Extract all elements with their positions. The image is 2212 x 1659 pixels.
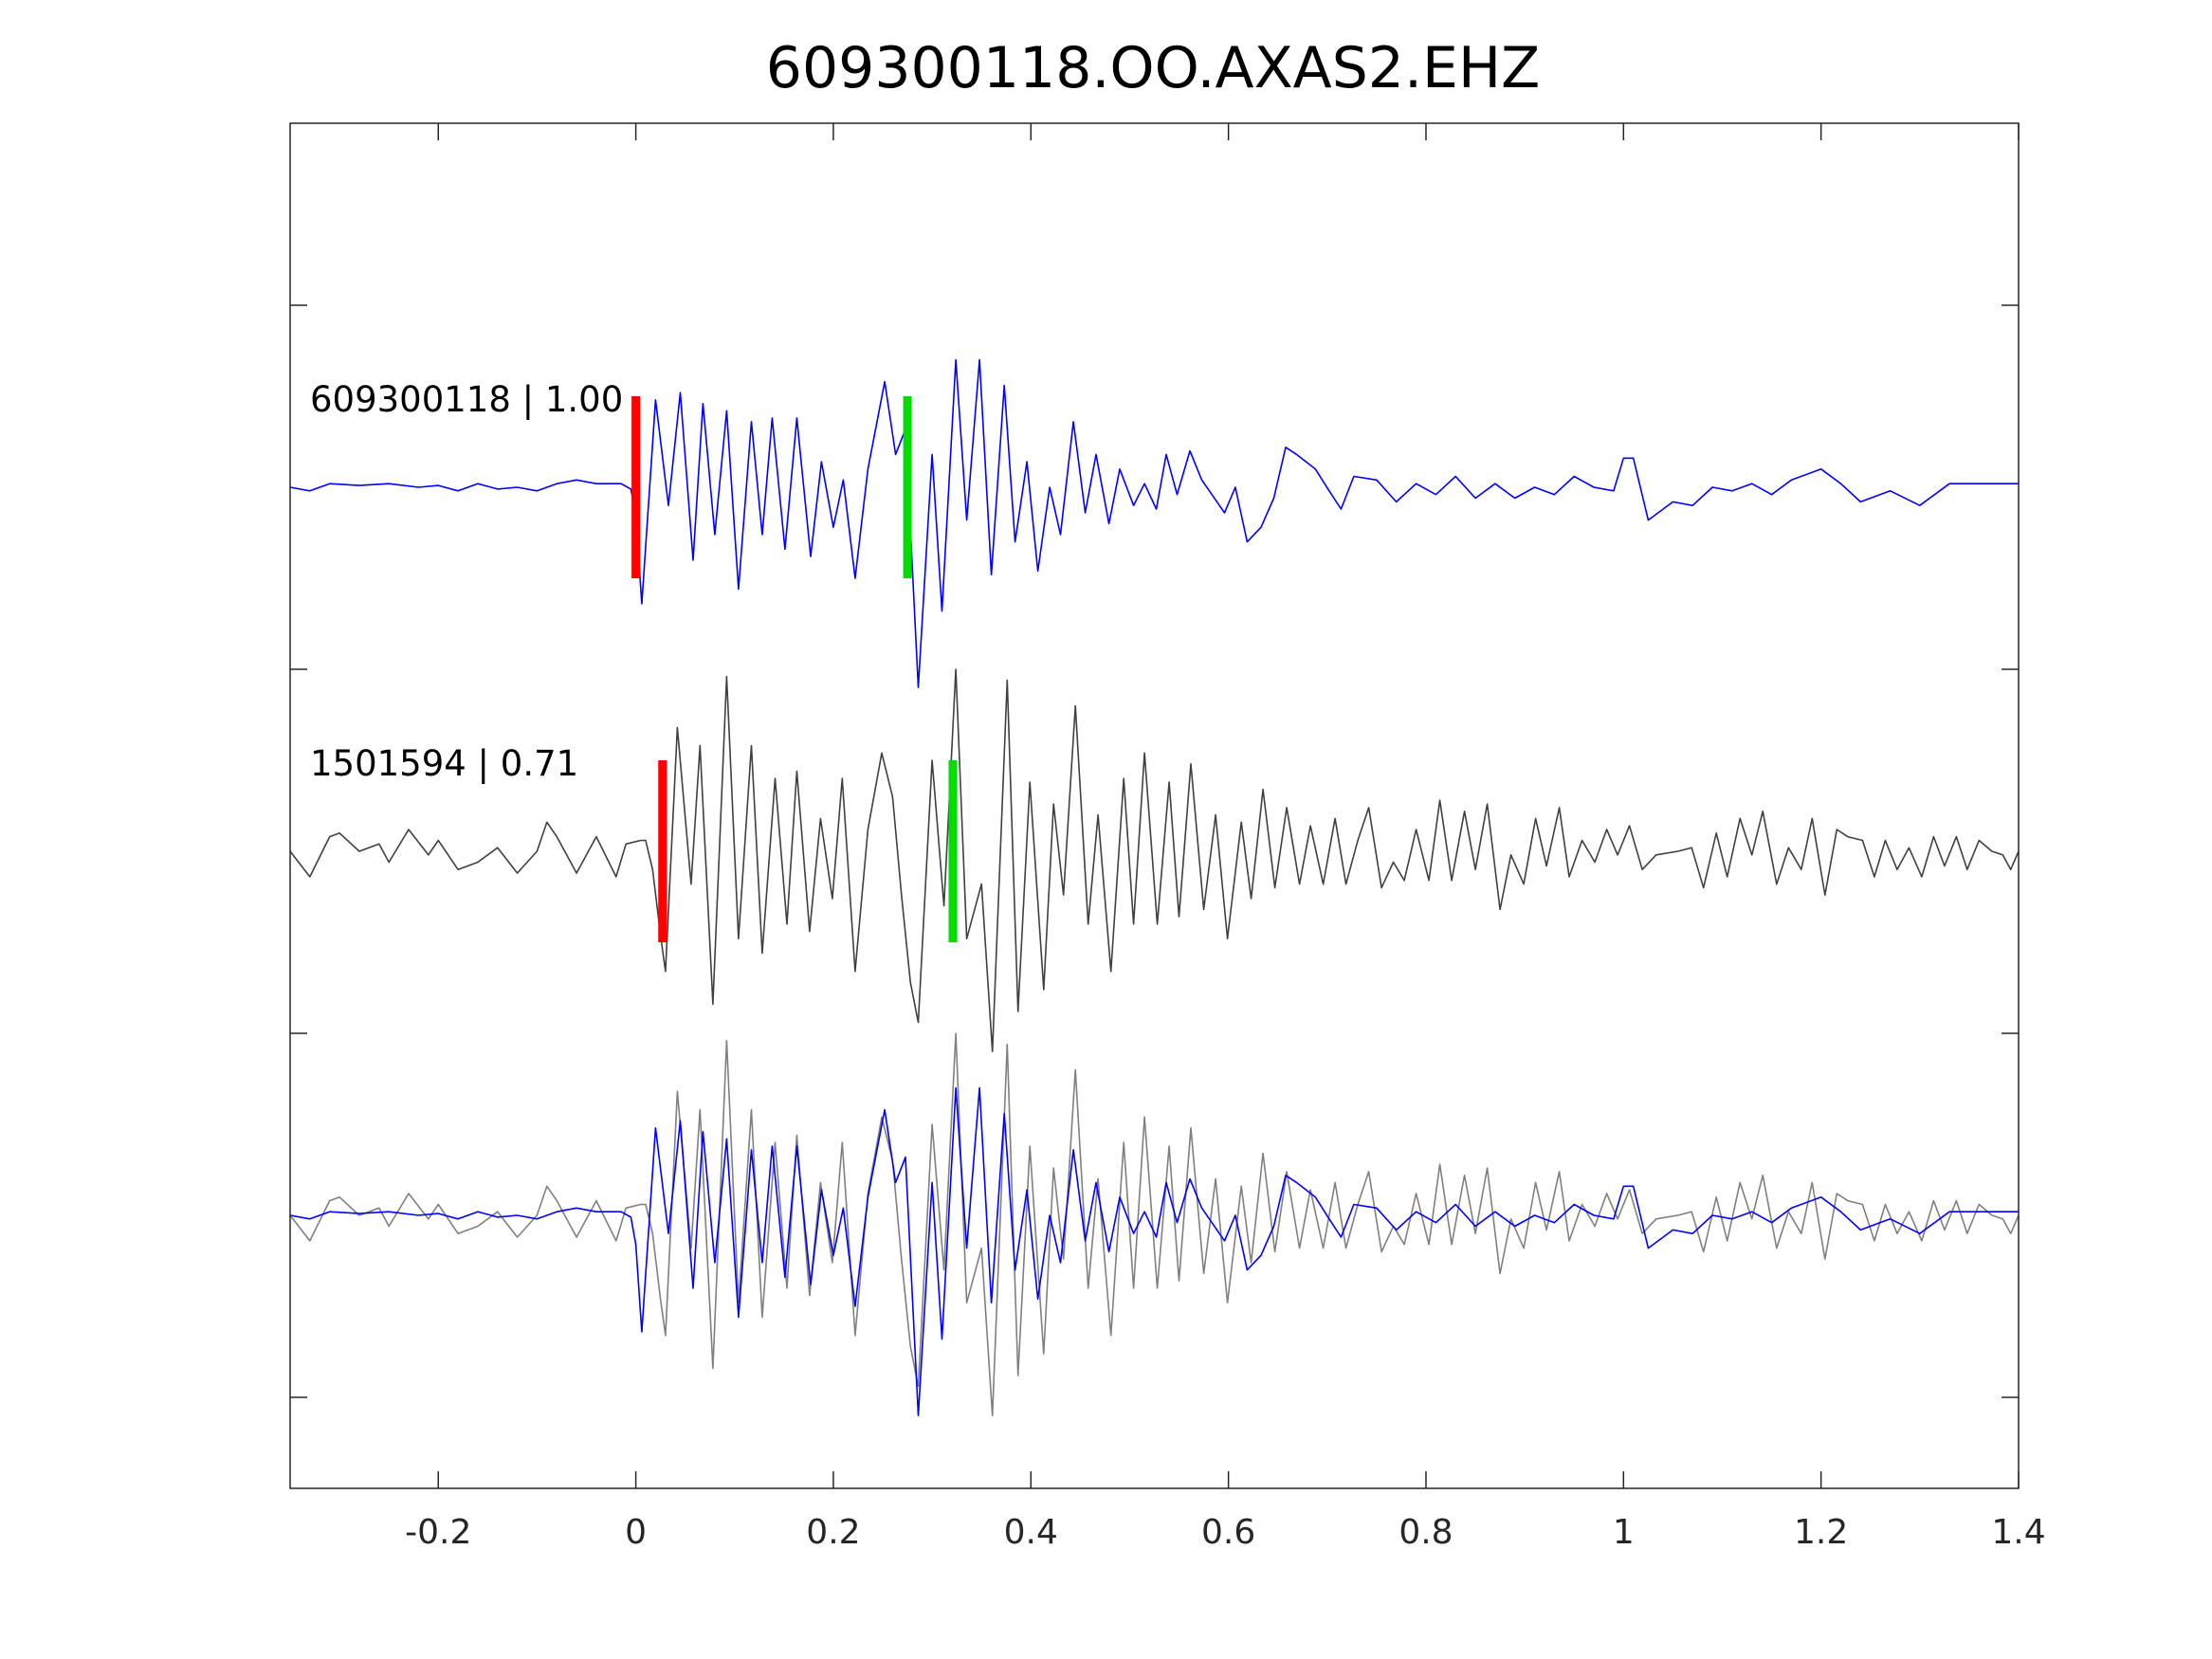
x-tick-label: 1.2 [1794,1513,1848,1552]
plot-frame [289,122,2020,1489]
x-tick-label: 1.4 [1991,1513,2045,1552]
overlay-waveform-template [289,1086,2019,1416]
x-tick-label: 1 [1613,1513,1635,1552]
overlay-waveform-overlay_detection [289,1032,2020,1416]
trace-label: 1501594 | 0.71 [310,743,578,784]
trace-label: 609300118 | 1.00 [310,379,623,420]
x-tick-label: 0.6 [1201,1513,1255,1552]
trace-labels: 609300118 | 1.00 1501594 | 0.71 [310,379,623,784]
chart-title: 609300118.OO.AXAS2.EHZ [766,35,1540,101]
traces-layer [289,358,2020,1416]
waveform-template [289,358,2019,688]
x-tick-label: 0.4 [1004,1513,1058,1552]
axis-ticks: -0.2 0 0.2 0.4 0.6 0.8 1 1.2 1.4 [290,123,2046,1552]
picks-layer [631,396,958,942]
x-tick-label: 0.2 [806,1513,860,1552]
x-tick-label: 0.8 [1398,1513,1453,1552]
x-tick-label: 0 [625,1513,647,1552]
waveform-detection [289,668,2020,1052]
x-tick-label: -0.2 [405,1513,471,1552]
